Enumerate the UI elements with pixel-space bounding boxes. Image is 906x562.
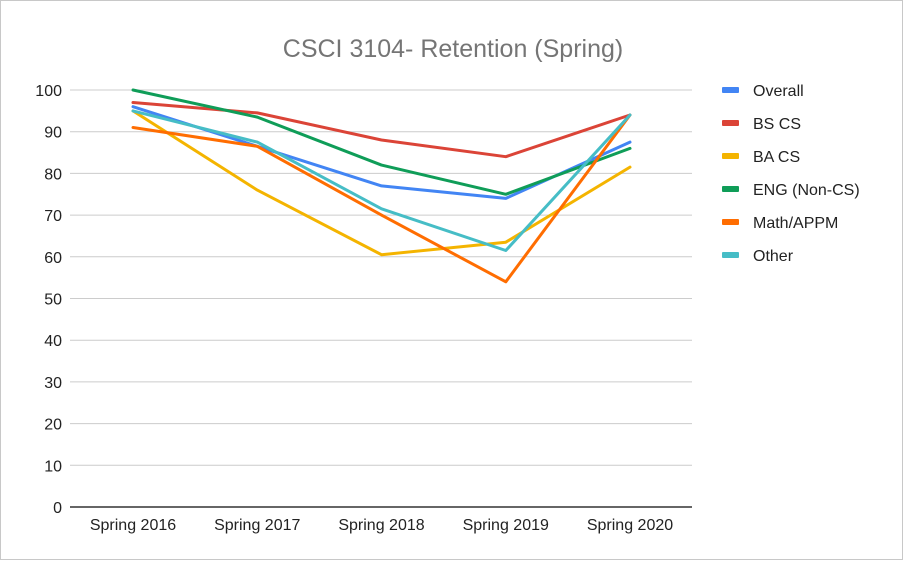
- series-line-overall: [131, 105, 632, 200]
- legend-label: ENG (Non-CS): [753, 182, 860, 199]
- legend-label: BA CS: [753, 149, 800, 166]
- y-tick-label: 90: [44, 125, 62, 142]
- y-tick-label: 0: [53, 500, 62, 517]
- series-line-other: [131, 109, 632, 252]
- y-tick-label: 20: [44, 417, 62, 434]
- legend-label: Overall: [753, 83, 804, 100]
- y-tick-label: 50: [44, 292, 62, 309]
- x-axis-ticks: Spring 2016 Spring 2017 Spring 2018 Spring …: [90, 517, 673, 534]
- x-tick-label: Spring 2018: [338, 517, 424, 534]
- x-tick-label: Spring 2020: [587, 517, 673, 534]
- legend-label: Math/APPM: [753, 215, 838, 232]
- legend-swatch: [722, 219, 739, 225]
- y-tick-label: 40: [44, 333, 62, 350]
- legend-label: BS CS: [753, 116, 801, 133]
- legend-swatch: [722, 120, 739, 126]
- x-tick-label: Spring 2017: [214, 517, 300, 534]
- series-line-eng-non-cs: [131, 88, 632, 196]
- legend-swatch: [722, 252, 739, 258]
- legend-swatch: [722, 87, 739, 93]
- series-line-ba-cs: [131, 109, 632, 257]
- y-tick-label: 70: [44, 208, 62, 225]
- x-tick-label: Spring 2019: [463, 517, 549, 534]
- y-tick-label: 60: [44, 250, 62, 267]
- legend: Overall BS CS BA CS ENG (Non-CS) Math/APPM Ot…: [722, 83, 860, 265]
- series-lines: [131, 88, 632, 284]
- legend-swatch: [722, 153, 739, 159]
- series-line-math-appm: [131, 113, 632, 284]
- chart-title: CSCI 3104- Retention (Spring): [283, 35, 623, 63]
- y-tick-label: 10: [44, 458, 62, 475]
- y-tick-label: 100: [35, 83, 62, 100]
- y-axis-ticks: 0 10 20 30 40 50 60 70 80 90 100: [35, 83, 62, 517]
- x-tick-label: Spring 2016: [90, 517, 176, 534]
- gridlines: [70, 89, 692, 508]
- legend-label: Other: [753, 248, 794, 265]
- y-tick-label: 80: [44, 166, 62, 183]
- y-tick-label: 30: [44, 375, 62, 392]
- legend-swatch: [722, 186, 739, 192]
